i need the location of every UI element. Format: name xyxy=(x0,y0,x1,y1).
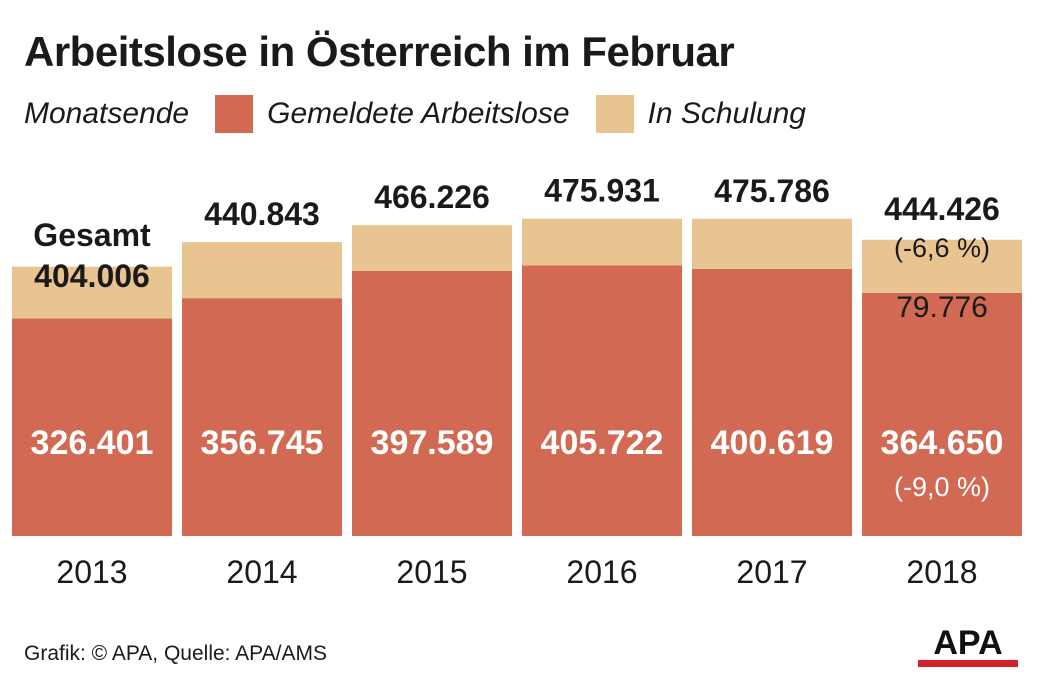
bar-segment-schulung xyxy=(862,239,1022,293)
chart-title: Arbeitslose in Österreich im Februar xyxy=(24,28,735,75)
logo-text: APA xyxy=(933,624,1002,662)
source-note: Grafik: © APA, Quelle: APA/AMS xyxy=(24,642,327,665)
data-label-arbeitslose: 405.722 xyxy=(541,424,664,462)
bar-segment-arbeitslose xyxy=(12,318,172,536)
apa-logo: APA xyxy=(918,624,1018,667)
legend: Monatsende Gemeldete Arbeitslose In Schu… xyxy=(24,92,806,136)
total-label: 475.786 xyxy=(714,173,830,209)
bar-segment-schulung xyxy=(12,266,172,319)
data-label-arbeitslose: 400.619 xyxy=(711,424,834,462)
bar-segment-arbeitslose xyxy=(352,270,512,536)
x-tick-label: 2014 xyxy=(226,554,297,590)
total-label: 444.426 xyxy=(884,191,1000,227)
x-tick-label: 2015 xyxy=(396,554,467,590)
legend-label-schulung: In Schulung xyxy=(647,97,806,130)
logo-bar xyxy=(918,660,1018,667)
bar-segment-schulung xyxy=(522,218,682,266)
data-label-arbeitslose: 356.745 xyxy=(201,424,324,462)
total-label: 440.843 xyxy=(204,196,320,232)
bar-segment-arbeitslose xyxy=(692,268,852,536)
bar-segment-schulung xyxy=(352,225,512,271)
arbeitslose-change-label: (-9,0 %) xyxy=(894,472,990,502)
total-label: 404.006 xyxy=(34,258,150,294)
total-label: 475.931 xyxy=(544,173,660,209)
total-change-label: (-6,6 %) xyxy=(894,233,990,263)
legend-label-arbeitslose: Gemeldete Arbeitslose xyxy=(267,97,570,130)
legend-intro: Monatsende xyxy=(24,97,190,130)
total-prefix-label: Gesamt xyxy=(33,217,151,253)
data-label-arbeitslose: 397.589 xyxy=(371,424,494,462)
bar-segment-schulung xyxy=(692,218,852,269)
x-tick-label: 2013 xyxy=(56,554,127,590)
x-tick-label: 2016 xyxy=(566,554,637,590)
data-label-arbeitslose: 364.650 xyxy=(881,424,1004,462)
data-label-schulung: 79.776 xyxy=(896,291,988,324)
legend-swatch-arbeitslose xyxy=(215,95,254,133)
legend-swatch-schulung xyxy=(595,95,634,133)
total-label: 466.226 xyxy=(374,179,490,215)
bar-segment-arbeitslose xyxy=(182,298,342,536)
bar-segment-arbeitslose xyxy=(522,265,682,536)
data-label-arbeitslose: 326.401 xyxy=(31,424,154,462)
x-tick-label: 2018 xyxy=(906,554,977,590)
x-tick-label: 2017 xyxy=(736,554,807,590)
bar-segment-arbeitslose xyxy=(862,292,1022,536)
bar-segment-schulung xyxy=(182,242,342,299)
